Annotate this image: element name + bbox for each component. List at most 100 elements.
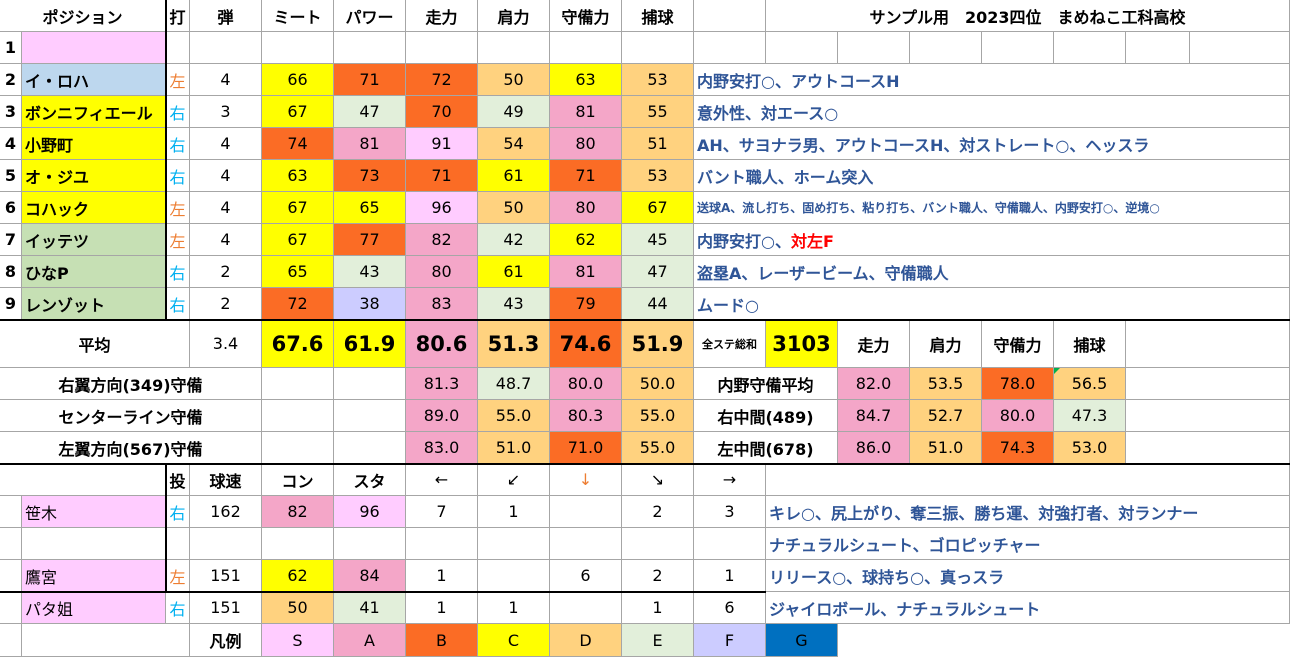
batter-run-cell: 71: [406, 160, 478, 192]
empty-cell: [262, 432, 334, 464]
batter-name: レンゾット: [22, 288, 166, 320]
empty-cell: [0, 560, 22, 592]
empty-cell: [1126, 368, 1290, 400]
batter-ballistic: 2: [190, 256, 262, 288]
empty-cell: [1126, 320, 1290, 368]
batter-run-cell: 91: [406, 128, 478, 160]
defense-r_catch-cell: 53.0: [1054, 432, 1126, 464]
header-run: 走力: [406, 0, 478, 32]
batter-ballistic: 2: [190, 288, 262, 320]
section-border: [165, 464, 167, 592]
header-ballistic: 弾: [190, 0, 262, 32]
batter-ballistic: 4: [190, 160, 262, 192]
batter-arm-cell: [478, 32, 550, 64]
defense-run-cell: 89.0: [406, 400, 478, 432]
pitch-d2: 1: [478, 496, 550, 528]
avg-cell: 74.6: [550, 320, 622, 368]
row-number: 2: [0, 64, 22, 96]
batter-note: ムード○: [694, 288, 1290, 320]
batter-note: 内野安打○、 対左F: [694, 224, 1290, 256]
note-text: 内野安打○、: [697, 231, 791, 251]
batter-name: ひなP: [22, 256, 166, 288]
batter-note: 盗塁A、レーザービーム、守備職人: [694, 256, 1290, 288]
batter-power-cell: 77: [334, 224, 406, 256]
pitcher-speed: 151: [190, 592, 262, 624]
defense-right-label: 左中間(678): [694, 432, 838, 464]
pitcher-name: 笹木: [22, 496, 166, 528]
defense-r_defense-cell: 78.0: [982, 368, 1054, 400]
header-down-left-arrow: ↙: [478, 464, 550, 496]
header-speed: 球速: [190, 464, 262, 496]
section-border: [0, 319, 1290, 321]
legend-f: F: [694, 624, 766, 657]
row-number: 6: [0, 192, 22, 224]
avg-cell: 51.3: [478, 320, 550, 368]
batter-name: 小野町: [22, 128, 166, 160]
batter-run-cell: [406, 32, 478, 64]
defense-r_run-cell: 82.0: [838, 368, 910, 400]
batter-defense-cell: 62: [550, 224, 622, 256]
defense-r_run-cell: 86.0: [838, 432, 910, 464]
defense-catch-cell: 50.0: [622, 368, 694, 400]
note-text: ムード○: [697, 295, 759, 315]
pitcher-hand: 右: [166, 496, 190, 528]
pitcher-stamina-cell: [334, 528, 406, 560]
batter-power-cell: 81: [334, 128, 406, 160]
pitcher-control-cell: 82: [262, 496, 334, 528]
batter-note: AH、サヨナラ男、アウトコースH、対ストレート○、ヘッスラ: [694, 128, 1290, 160]
header-stamina: スタ: [334, 464, 406, 496]
pitcher-control-cell: 62: [262, 560, 334, 592]
batter-run-cell: 70: [406, 96, 478, 128]
defense-run-cell: 83.0: [406, 432, 478, 464]
batter-catch-cell: 45: [622, 224, 694, 256]
average-label: 平均: [0, 320, 190, 368]
batter-catch-cell: 53: [622, 160, 694, 192]
header-arm: 肩力: [478, 0, 550, 32]
empty-cell: [0, 528, 22, 560]
pitcher-speed: 151: [190, 560, 262, 592]
row-number: 1: [0, 32, 22, 64]
batter-hand: 右: [166, 128, 190, 160]
empty-cell: [334, 432, 406, 464]
empty-cell: [694, 0, 766, 32]
pitch-d2: [478, 528, 550, 560]
batter-power-cell: 65: [334, 192, 406, 224]
batter-hand: [166, 32, 190, 64]
legend-c: C: [478, 624, 550, 657]
row-number: 3: [0, 96, 22, 128]
note-text: 内野安打○、アウトコースH: [697, 71, 900, 91]
batter-catch-cell: 47: [622, 256, 694, 288]
batter-power-cell: 43: [334, 256, 406, 288]
batter-catch-cell: 67: [622, 192, 694, 224]
batter-meet-cell: 63: [262, 160, 334, 192]
pitcher-stamina-cell: 84: [334, 560, 406, 592]
avg-cell: 51.9: [622, 320, 694, 368]
empty-cell: [0, 592, 22, 624]
empty-cell: [334, 400, 406, 432]
defense-arm-cell: 55.0: [478, 400, 550, 432]
defense-label: センターライン守備: [0, 400, 262, 432]
batter-arm-cell: 61: [478, 256, 550, 288]
pitch-d2: 1: [478, 592, 550, 624]
empty-cell: [766, 32, 838, 64]
batter-meet-cell: 67: [262, 224, 334, 256]
defense-run-cell: 81.3: [406, 368, 478, 400]
header-down-arrow: ↓: [550, 464, 622, 496]
batter-power-cell: 73: [334, 160, 406, 192]
batter-run-cell: 80: [406, 256, 478, 288]
pitch-d2: [478, 560, 550, 592]
batter-catch-cell: [622, 32, 694, 64]
defense-defense-cell: 80.0: [550, 368, 622, 400]
pitcher-stamina-cell: 96: [334, 496, 406, 528]
empty-cell: [982, 32, 1054, 64]
batter-ballistic: 4: [190, 128, 262, 160]
batter-meet-cell: 66: [262, 64, 334, 96]
pitch-d4: [622, 528, 694, 560]
batter-defense-cell: 81: [550, 256, 622, 288]
header-throw: 投: [166, 464, 190, 496]
batter-note: バント職人、ホーム突入: [694, 160, 1290, 192]
batter-ballistic: 4: [190, 64, 262, 96]
defense-r_defense-cell: 80.0: [982, 400, 1054, 432]
note-text: AH、サヨナラ男、アウトコースH、対ストレート○、ヘッスラ: [697, 135, 1150, 155]
batter-meet-cell: 67: [262, 96, 334, 128]
